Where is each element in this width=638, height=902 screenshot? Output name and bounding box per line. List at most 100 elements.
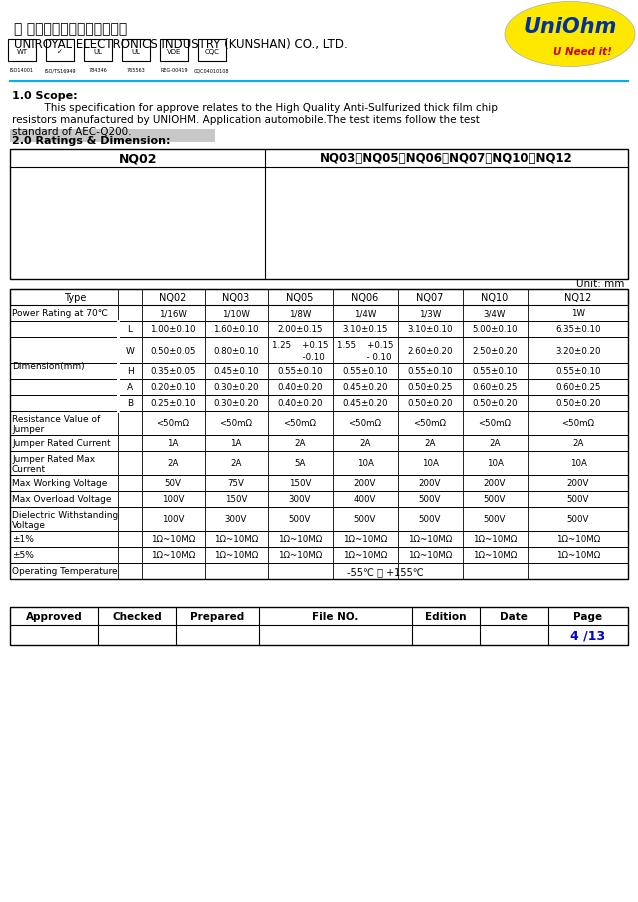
Text: 1.55    +0.15: 1.55 +0.15	[337, 341, 393, 350]
Text: Jumper Rated Current: Jumper Rated Current	[12, 439, 110, 448]
Text: 300V: 300V	[225, 515, 247, 524]
Text: 3.10±0.10: 3.10±0.10	[407, 325, 453, 334]
Text: 10A: 10A	[422, 459, 438, 468]
Text: Checked: Checked	[112, 612, 162, 621]
Text: W: W	[126, 346, 135, 355]
Text: 0.55±0.10: 0.55±0.10	[278, 367, 323, 376]
Text: 2.50±0.20: 2.50±0.20	[472, 346, 518, 355]
Text: Date: Date	[500, 612, 528, 621]
Text: 3.20±0.20: 3.20±0.20	[555, 346, 601, 355]
Text: <50mΩ: <50mΩ	[413, 419, 447, 428]
Text: 2.0 Ratings & Dimension:: 2.0 Ratings & Dimension:	[12, 136, 170, 146]
Text: <50mΩ: <50mΩ	[348, 419, 382, 428]
Text: 1Ω~10MΩ: 1Ω~10MΩ	[151, 551, 195, 560]
Bar	[84, 40, 112, 62]
Text: 0.25±0.10: 0.25±0.10	[151, 399, 196, 408]
Text: 1.00±0.10: 1.00±0.10	[151, 325, 196, 334]
Text: 0.35±0.05: 0.35±0.05	[151, 367, 196, 376]
Text: H: H	[126, 367, 133, 376]
Text: 765563: 765563	[126, 68, 145, 73]
Text: ±1%: ±1%	[12, 535, 34, 544]
Text: 500V: 500V	[567, 495, 589, 504]
Text: 1/10W: 1/10W	[222, 309, 250, 318]
Text: - 0.10: - 0.10	[339, 352, 391, 361]
Text: 3/4W: 3/4W	[484, 309, 506, 318]
Bar	[198, 40, 226, 62]
Text: 500V: 500V	[484, 515, 506, 524]
Text: 0.45±0.20: 0.45±0.20	[342, 399, 388, 408]
Bar	[10, 290, 628, 306]
Text: Max Overload Voltage: Max Overload Voltage	[12, 495, 112, 504]
Text: 1Ω~10MΩ: 1Ω~10MΩ	[556, 535, 600, 544]
Text: 2A: 2A	[230, 459, 242, 468]
Text: 0.55±0.10: 0.55±0.10	[555, 367, 601, 376]
Text: ✓: ✓	[57, 49, 63, 55]
Text: UniOhm: UniOhm	[523, 17, 617, 37]
Text: 1Ω~10MΩ: 1Ω~10MΩ	[408, 551, 452, 560]
Text: 0.40±0.20: 0.40±0.20	[278, 399, 323, 408]
Text: 0.45±0.10: 0.45±0.10	[213, 367, 259, 376]
Text: 2.60±0.20: 2.60±0.20	[407, 346, 453, 355]
Bar	[160, 40, 188, 62]
Text: 1Ω~10MΩ: 1Ω~10MΩ	[151, 535, 195, 544]
Text: ISO14001: ISO14001	[10, 68, 34, 73]
Text: <50mΩ: <50mΩ	[283, 419, 316, 428]
Text: A: A	[127, 383, 133, 392]
Text: 100V: 100V	[162, 515, 184, 524]
Text: 1.25    +0.15: 1.25 +0.15	[272, 341, 328, 350]
Text: 500V: 500V	[354, 515, 376, 524]
Text: 0.55±0.10: 0.55±0.10	[472, 367, 518, 376]
Text: 1/8W: 1/8W	[289, 309, 311, 318]
Text: 150V: 150V	[289, 479, 311, 488]
Text: NQ06: NQ06	[352, 292, 378, 303]
Text: Page: Page	[574, 612, 602, 621]
Text: Jumper: Jumper	[12, 425, 44, 434]
Bar	[8, 40, 36, 62]
Text: Power Rating at 70℃: Power Rating at 70℃	[12, 309, 108, 318]
Text: 2A: 2A	[359, 439, 371, 448]
Text: 4 /13: 4 /13	[570, 629, 605, 642]
Text: 1Ω~10MΩ: 1Ω~10MΩ	[278, 551, 322, 560]
Text: 1Ω~10MΩ: 1Ω~10MΩ	[408, 535, 452, 544]
Text: 1W: 1W	[571, 309, 585, 318]
Text: <50mΩ: <50mΩ	[478, 419, 512, 428]
Text: 200V: 200V	[484, 479, 506, 488]
Text: 200V: 200V	[419, 479, 441, 488]
Text: 1A: 1A	[167, 439, 179, 448]
Text: 500V: 500V	[419, 495, 441, 504]
Text: Resistance Value of: Resistance Value of	[12, 415, 100, 424]
Text: 0.60±0.25: 0.60±0.25	[472, 383, 518, 392]
Text: 2A: 2A	[294, 439, 306, 448]
Bar	[10, 607, 628, 645]
Text: 0.45±0.20: 0.45±0.20	[342, 383, 388, 392]
Text: standard of AEC-Q200.: standard of AEC-Q200.	[12, 127, 131, 137]
Text: 2A: 2A	[167, 459, 179, 468]
Text: 10A: 10A	[487, 459, 503, 468]
Text: <50mΩ: <50mΩ	[219, 419, 253, 428]
Text: Type: Type	[64, 292, 86, 303]
Text: 50V: 50V	[165, 479, 181, 488]
Text: 0.20±0.10: 0.20±0.10	[151, 383, 196, 392]
Text: Jumper Rated Max: Jumper Rated Max	[12, 455, 95, 464]
Text: 500V: 500V	[419, 515, 441, 524]
Text: 0.80±0.10: 0.80±0.10	[213, 346, 259, 355]
Text: VDE: VDE	[167, 49, 181, 55]
Text: B: B	[127, 399, 133, 408]
Text: 784346: 784346	[89, 68, 107, 73]
Text: L: L	[128, 325, 133, 334]
Text: 2A: 2A	[424, 439, 436, 448]
Text: NQ05: NQ05	[286, 292, 314, 303]
Text: 1Ω~10MΩ: 1Ω~10MΩ	[278, 535, 322, 544]
Text: 1/3W: 1/3W	[419, 309, 441, 318]
Text: CQC04010108: CQC04010108	[194, 68, 230, 73]
Text: 1.60±0.10: 1.60±0.10	[213, 325, 259, 334]
Text: 2.00±0.15: 2.00±0.15	[278, 325, 323, 334]
Text: 2A: 2A	[572, 439, 584, 448]
Text: 1Ω~10MΩ: 1Ω~10MΩ	[473, 551, 517, 560]
Text: Voltage: Voltage	[12, 521, 46, 529]
Text: CQC: CQC	[205, 49, 219, 55]
Text: 0.50±0.20: 0.50±0.20	[472, 399, 518, 408]
Text: Unit: mm: Unit: mm	[575, 279, 624, 289]
Text: 6.35±0.10: 6.35±0.10	[555, 325, 601, 334]
Text: 200V: 200V	[354, 479, 376, 488]
